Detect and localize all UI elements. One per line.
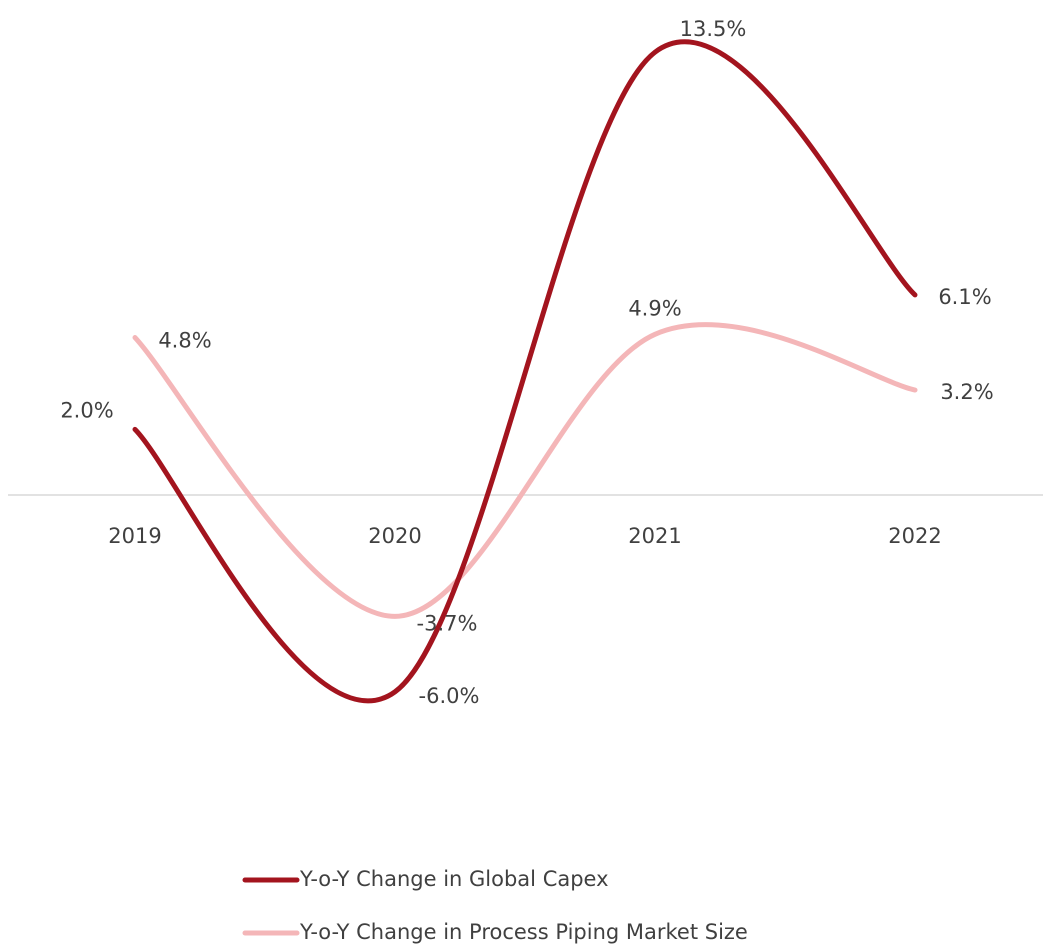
legend-label: Y-o-Y Change in Process Piping Market Si… [299,920,748,944]
data-label: 4.9% [628,296,681,320]
x-tick-label: 2022 [888,524,941,548]
x-tick-label: 2021 [628,524,681,548]
data-label: -3.7% [417,611,478,635]
data-label: 3.2% [940,380,993,404]
data-label: 2.0% [60,398,113,422]
data-label: 13.5% [680,17,747,41]
legend-label: Y-o-Y Change in Global Capex [299,867,609,891]
x-tick-label: 2020 [368,524,421,548]
data-label: -6.0% [419,684,480,708]
series-line [132,322,918,619]
series-line [132,39,918,704]
data-label: 6.1% [938,285,991,309]
data-label: 4.8% [158,329,211,353]
x-tick-label: 2019 [108,524,161,548]
